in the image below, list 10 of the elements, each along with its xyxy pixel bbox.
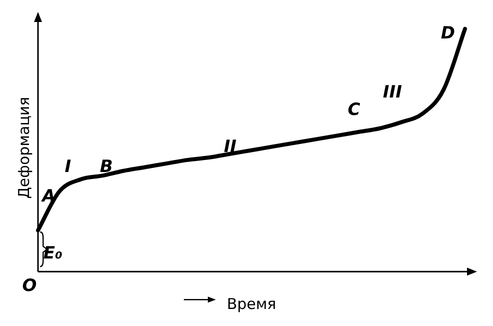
annotation: I	[64, 157, 72, 178]
annotation: E₀	[43, 244, 64, 264]
y-axis-title: Деформация	[14, 96, 33, 199]
x-axis-title: Время	[226, 294, 276, 313]
annotation: C	[348, 100, 361, 120]
annotation: D	[440, 23, 455, 44]
annotation: II	[224, 137, 236, 158]
annotation: III	[382, 82, 402, 103]
annotation: B	[100, 157, 113, 178]
text: O	[22, 276, 37, 296]
